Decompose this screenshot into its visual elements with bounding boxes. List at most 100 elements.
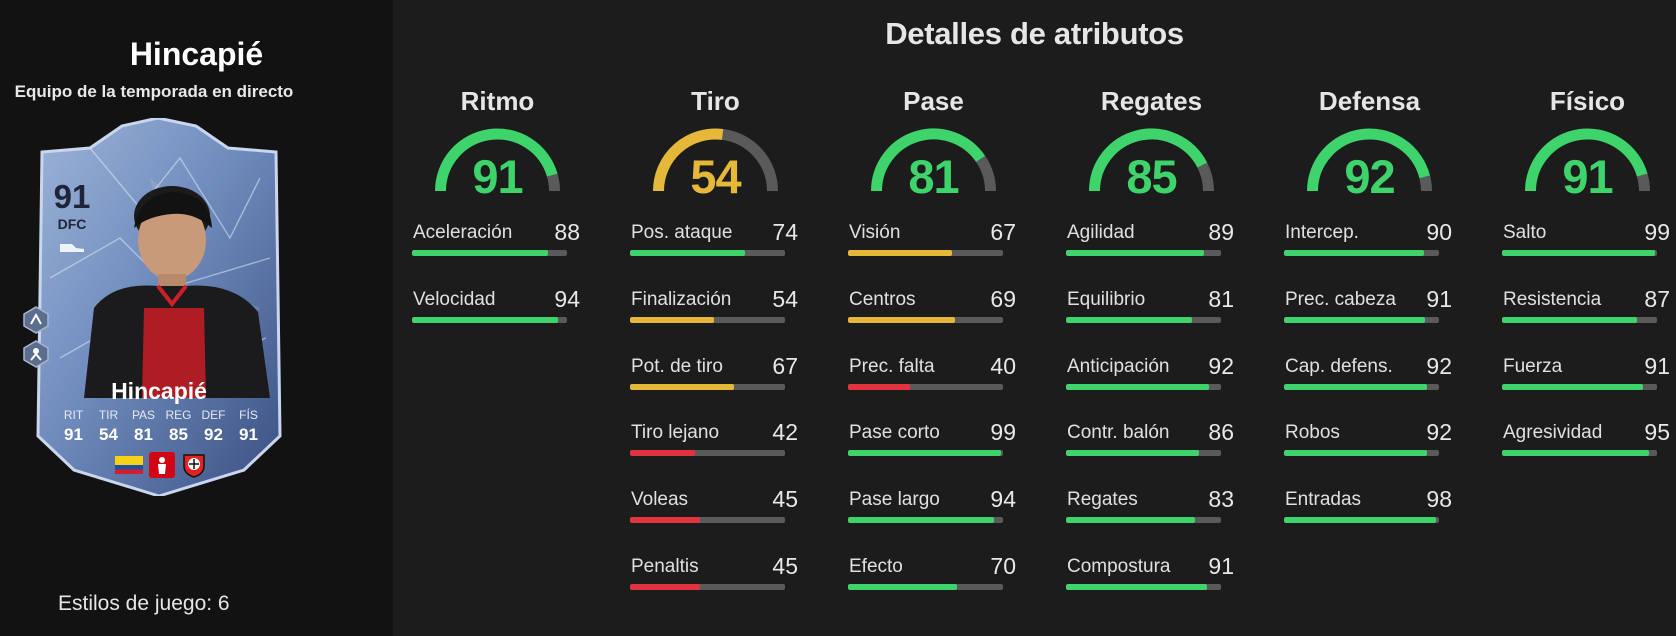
stat-bar-fill (630, 250, 745, 256)
category-title: Físico (1549, 86, 1626, 116)
stat-row[interactable]: Cap. defens. 92 (1282, 353, 1457, 400)
ecuador-flag-icon (115, 456, 143, 474)
stat-label: Cap. defens. (1285, 356, 1393, 377)
stat-value: 40 (990, 353, 1016, 379)
stat-row[interactable]: Pase corto 99 (846, 419, 1021, 466)
stat-label: Visión (849, 222, 901, 243)
card-stat-label: RIT (63, 408, 84, 422)
stat-label: Tiro lejano (631, 422, 720, 443)
stat-bar (1502, 384, 1657, 390)
stat-row[interactable]: Penaltis 45 (628, 553, 803, 600)
category-gauge: 85 (1064, 123, 1239, 203)
stat-bar (848, 450, 1003, 456)
stat-bar-fill (1502, 250, 1656, 256)
stat-row[interactable]: Equilibrio 81 (1064, 286, 1239, 333)
stat-row[interactable]: Fuerza 91 (1500, 353, 1675, 400)
gauge-fill (871, 128, 986, 192)
stat-row[interactable]: Pos. ataque 74 (628, 219, 803, 266)
stat-value: 94 (554, 286, 580, 312)
stat-bar (1284, 317, 1439, 323)
stat-label: Fuerza (1503, 356, 1563, 377)
gauge-track (546, 173, 560, 192)
stat-bar-fill (630, 384, 734, 390)
stat-row[interactable]: Robos 92 (1282, 419, 1457, 466)
stat-bar-fill (630, 517, 700, 523)
stat-row[interactable]: Aceleración 88 (410, 219, 585, 266)
stat-label: Entradas (1285, 489, 1362, 510)
stat-row[interactable]: Compostura 91 (1064, 553, 1239, 600)
stat-row[interactable]: Visión 67 (846, 219, 1021, 266)
stat-row[interactable]: Efecto 70 (846, 553, 1021, 600)
stat-bar-fill (848, 584, 957, 590)
stat-bar-fill (848, 450, 1002, 456)
category-title: Pase (903, 86, 964, 116)
stat-bar (848, 250, 1003, 256)
stat-row[interactable]: Entradas 98 (1282, 486, 1457, 533)
stat-row[interactable]: Pase largo 94 (846, 486, 1021, 533)
stat-bar-fill (1284, 250, 1424, 256)
stat-value: 69 (990, 286, 1016, 312)
card-stat-label: PAS (131, 408, 156, 422)
player-subtitle: Equipo de la temporada en directo (14, 82, 294, 101)
playstyle-icon[interactable] (22, 340, 50, 368)
card-stat-label: FÍS (239, 408, 258, 422)
stat-bar (1066, 317, 1221, 323)
card-stat-label: TIR (98, 408, 119, 422)
stat-value: 42 (772, 419, 798, 445)
stat-row[interactable]: Prec. cabeza 91 (1282, 286, 1457, 333)
stat-row[interactable]: Contr. balón 86 (1064, 419, 1239, 466)
stat-value: 87 (1644, 286, 1670, 312)
stat-row[interactable]: Finalización 54 (628, 286, 803, 333)
player-card[interactable]: 91 DFC Hincapié RIT 91 TIR 54 PAS 81 REG 85 … (30, 118, 288, 496)
stat-label: Prec. falta (849, 356, 935, 377)
stat-bar-fill (848, 517, 994, 523)
card-stat-label: REG (165, 408, 192, 422)
stat-row[interactable]: Regates 83 (1064, 486, 1239, 533)
playstyle-icon[interactable] (22, 306, 50, 334)
gauge-arc (653, 128, 778, 192)
stat-row[interactable]: Agilidad 89 (1064, 219, 1239, 266)
category-gauge: 91 (410, 123, 585, 203)
stat-value: 81 (1208, 286, 1234, 312)
stat-value: 45 (772, 553, 798, 579)
playstyles-count[interactable]: Estilos de juego: 6 (58, 592, 230, 615)
stat-value: 99 (990, 419, 1016, 445)
gauge-fill (1525, 128, 1648, 192)
stat-bar (412, 317, 567, 323)
stat-bar (630, 450, 785, 456)
boot-icon (60, 244, 84, 252)
stat-row[interactable]: Tiro lejano 42 (628, 419, 803, 466)
stat-label: Prec. cabeza (1285, 289, 1396, 310)
stat-value: 98 (1426, 486, 1452, 512)
bundesliga-icon (149, 452, 175, 478)
stat-row[interactable]: Anticipación 92 (1064, 353, 1239, 400)
stat-row[interactable]: Voleas 45 (628, 486, 803, 533)
stat-row[interactable]: Prec. falta 40 (846, 353, 1021, 400)
stat-bar (848, 584, 1003, 590)
stat-bar (630, 317, 785, 323)
stat-value: 74 (772, 219, 798, 245)
category-rating: 91 (472, 150, 523, 203)
stat-value: 67 (772, 353, 798, 379)
gauge-arc (435, 128, 560, 192)
gauge-track (1419, 175, 1432, 192)
stat-bar-fill (1066, 250, 1204, 256)
card-stat: FÍS 91 (231, 408, 266, 445)
stat-row[interactable]: Agresividad 95 (1500, 419, 1675, 466)
stat-row[interactable]: Velocidad 94 (410, 286, 585, 333)
stat-value: 67 (990, 219, 1016, 245)
card-rating: 91 (53, 178, 91, 215)
stat-label: Compostura (1067, 556, 1171, 577)
stat-row[interactable]: Centros 69 (846, 286, 1021, 333)
card-stat-value: 54 (99, 425, 118, 444)
stat-row[interactable]: Pot. de tiro 67 (628, 353, 803, 400)
stat-value: 89 (1208, 219, 1234, 245)
attribute-category: Regates 85 Agilidad 89 Equilibrio 81 Anticipac… (1064, 86, 1239, 590)
section-title: Detalles de atributos (885, 16, 1184, 51)
stat-label: Pot. de tiro (631, 356, 723, 377)
stat-row[interactable]: Salto 99 (1500, 219, 1675, 266)
stat-bar (1502, 250, 1657, 256)
stat-row[interactable]: Intercep. 90 (1282, 219, 1457, 266)
card-icons (106, 450, 216, 480)
stat-row[interactable]: Resistencia 87 (1500, 286, 1675, 333)
